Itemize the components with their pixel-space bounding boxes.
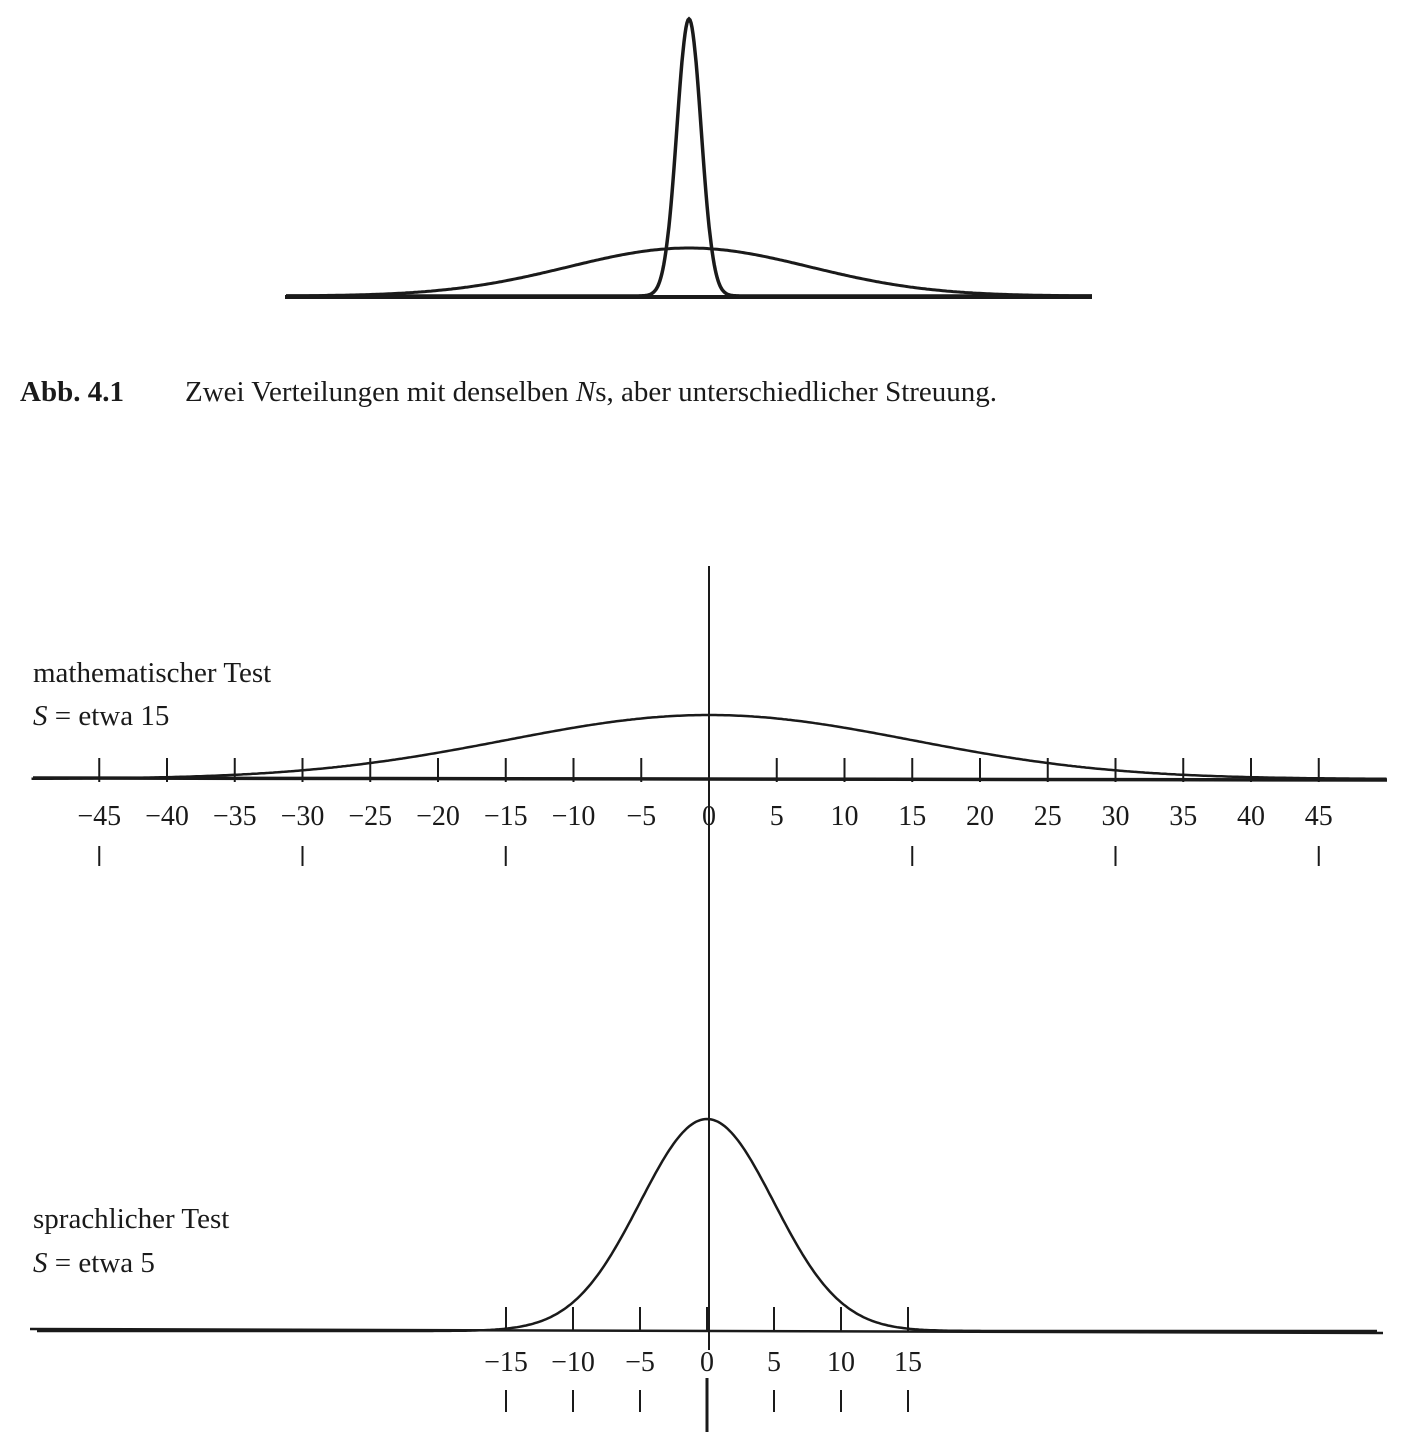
upper-ticks xyxy=(98,758,1320,782)
figure-4-1: Abb. 4.1 Zwei Verteilungen mit denselben… xyxy=(20,16,1092,408)
x-tick-label: −45 xyxy=(77,801,121,832)
top-narrow-curve xyxy=(286,16,1092,298)
verbal-stat-symbol: S xyxy=(33,1247,48,1279)
x-tick-label: −5 xyxy=(625,1347,655,1378)
math-stat-symbol: S xyxy=(33,700,48,732)
x-tick-label: 10 xyxy=(827,1347,855,1378)
x-tick-label: −25 xyxy=(348,801,392,832)
figure-comparison: mathematischer Test S = etwa 15 −45 −40 −3… xyxy=(29,566,1388,1432)
x-tick-label: 35 xyxy=(1169,801,1197,832)
x-tick-label: −20 xyxy=(416,801,460,832)
x-tick-label: 20 xyxy=(966,801,994,832)
upper-curve xyxy=(31,713,1387,781)
x-tick-label: 30 xyxy=(1102,801,1130,832)
x-tick-label: 45 xyxy=(1305,801,1333,832)
verbal-stat-text: = etwa 5 xyxy=(48,1247,155,1279)
x-tick-label: 0 xyxy=(700,1347,714,1378)
caption-text-before: Zwei Verteilungen mit denselben xyxy=(185,376,576,408)
caption-text-after: s, aber unterschiedlicher Streuung. xyxy=(595,376,997,408)
x-tick-label: −15 xyxy=(484,801,528,832)
x-tick-label: −10 xyxy=(552,801,596,832)
x-tick-label: −15 xyxy=(484,1347,528,1378)
x-tick-label: 5 xyxy=(767,1347,781,1378)
lower-curve xyxy=(37,1117,1377,1333)
math-stat-text: = etwa 15 xyxy=(48,700,170,732)
x-tick-label: −5 xyxy=(626,801,656,832)
lower-ticks xyxy=(505,1307,909,1331)
x-tick-label: −35 xyxy=(213,801,257,832)
upper-panel: mathematischer Test S = etwa 15 −45 −40 −3… xyxy=(31,657,1388,866)
x-tick-label: 10 xyxy=(831,801,859,832)
lower-panel: sprachlicher Test S = etwa 5 −15 −10 −5 0 5 1… xyxy=(29,1117,1384,1412)
lower-sd-markers xyxy=(505,1390,909,1412)
top-wide-curve xyxy=(286,246,1092,298)
x-tick-label: −30 xyxy=(281,801,325,832)
upper-sd-markers xyxy=(98,846,1320,866)
x-tick-label: 0 xyxy=(702,801,716,832)
math-test-title: mathematischer Test xyxy=(33,657,271,689)
lower-tick-labels: −15 −10 −5 0 5 10 15 xyxy=(484,1347,922,1378)
caption-italic-n: N xyxy=(575,376,597,408)
x-tick-label: 15 xyxy=(898,801,926,832)
x-tick-label: 40 xyxy=(1237,801,1265,832)
x-tick-label: 15 xyxy=(894,1347,922,1378)
x-tick-label: 5 xyxy=(770,801,784,832)
x-tick-label: 25 xyxy=(1034,801,1062,832)
math-test-stat: S = etwa 15 xyxy=(33,700,169,732)
figure-caption: Abb. 4.1 Zwei Verteilungen mit denselben… xyxy=(20,376,997,408)
caption-number: Abb. 4.1 xyxy=(20,376,124,408)
upper-tick-labels: −45 −40 −35 −30 −25 −20 −15 −10 −5 0 5 10 15 20 25 30 35… xyxy=(77,801,1332,832)
verbal-test-title: sprachlicher Test xyxy=(33,1203,229,1235)
x-tick-label: −10 xyxy=(551,1347,595,1378)
verbal-test-stat: S = etwa 5 xyxy=(33,1247,155,1279)
x-tick-label: −40 xyxy=(145,801,189,832)
